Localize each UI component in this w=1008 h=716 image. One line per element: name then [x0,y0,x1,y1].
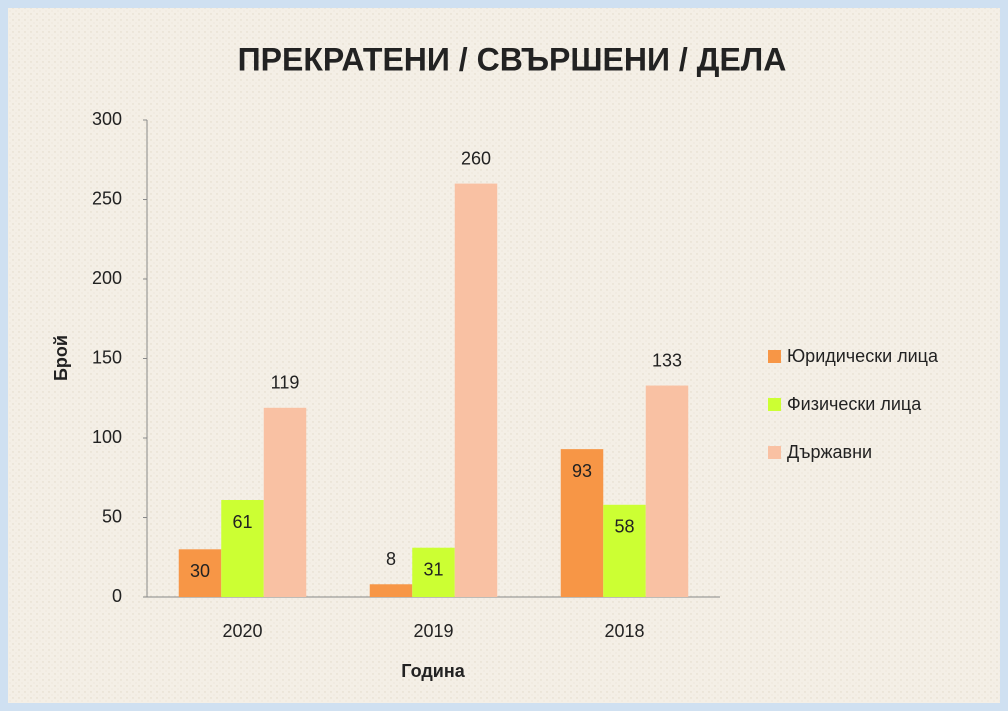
data-label: 58 [614,517,634,537]
y-tick-label: 50 [102,506,122,526]
data-label: 61 [232,512,252,532]
bar [369,584,413,597]
data-label: 260 [461,148,491,168]
legend-label: Юридически лица [787,346,939,366]
legend-label: Физически лица [787,394,922,414]
data-label: 119 [271,373,300,393]
chart-title: ПРЕКРАТЕНИ / СВЪРШЕНИ / ДЕЛА [238,41,787,77]
legend-label: Държавни [787,442,872,462]
bar [178,549,222,597]
y-tick-label: 100 [92,427,122,447]
bar [412,547,455,597]
y-tick-label: 300 [92,109,122,129]
bar [645,385,689,597]
data-label: 30 [190,561,210,581]
bar [221,500,264,597]
y-axis-label: Брой [51,335,71,381]
background [8,8,1000,703]
y-tick-label: 200 [92,268,122,288]
bar [603,504,646,597]
y-tick-label: 0 [112,586,122,606]
data-label: 133 [652,350,682,370]
x-tick-label: 2020 [222,621,262,641]
bar [560,449,604,597]
legend-swatch [768,350,781,363]
x-axis-label: Година [401,661,465,681]
data-label: 93 [572,461,592,481]
x-tick-label: 2019 [413,621,453,641]
bar [263,407,307,597]
data-label: 31 [423,559,443,579]
y-tick-label: 150 [92,347,122,367]
y-tick-label: 250 [92,188,122,208]
data-label: 8 [386,549,396,569]
legend-swatch [768,398,781,411]
x-tick-label: 2018 [604,621,644,641]
bar [454,183,498,597]
legend-swatch [768,446,781,459]
